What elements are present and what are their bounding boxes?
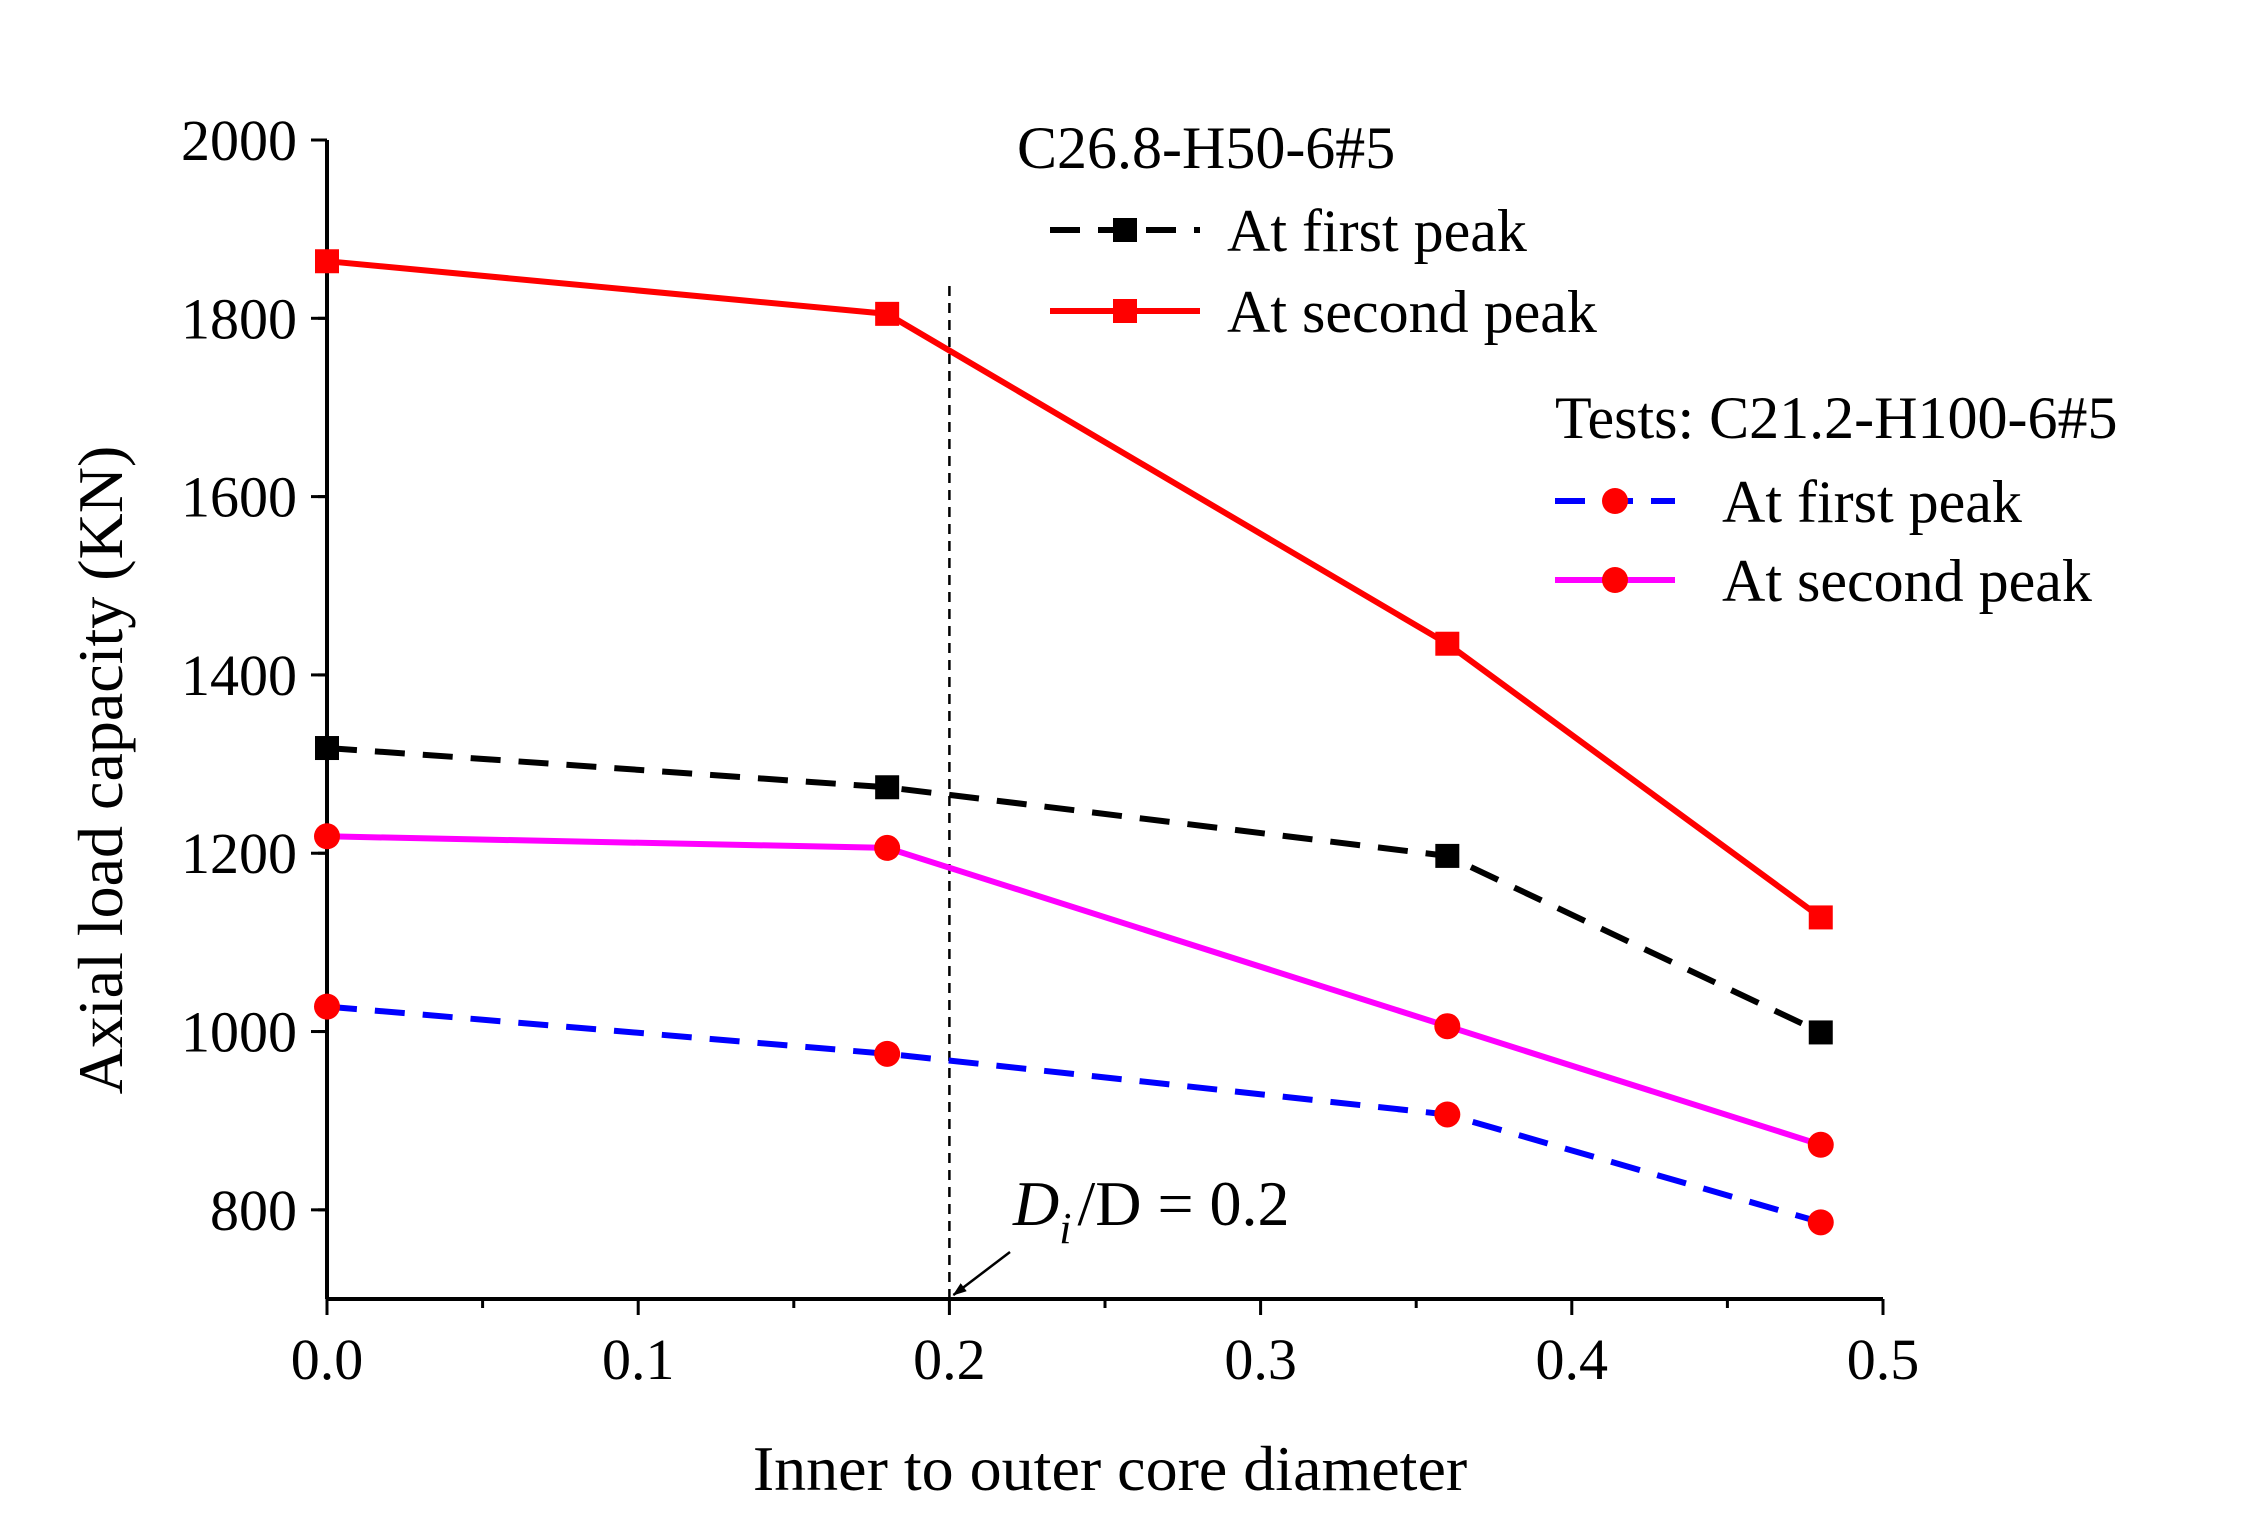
y-tick-label: 2000 <box>181 108 297 173</box>
legend-label: At second peak <box>1227 279 1597 345</box>
legend-title: C26.8-H50-6#5 <box>1017 115 1395 181</box>
data-point <box>1807 1209 1834 1236</box>
legend: C26.8-H50-6#5 At first peak At second peak… <box>1017 115 2117 614</box>
series-group <box>314 249 1834 1236</box>
x-axis-label: Inner to outer core diameter <box>753 1433 1467 1504</box>
legend-item: At first peak <box>1050 198 1527 264</box>
series-line <box>326 745 1823 1036</box>
data-point <box>874 1040 901 1067</box>
legend-marker <box>1113 299 1137 323</box>
data-point <box>315 249 339 274</box>
y-tick-label: 1600 <box>181 465 297 530</box>
data-point <box>1807 1131 1834 1158</box>
series-1 <box>315 736 1833 1045</box>
x-tick-label: 0.5 <box>1847 1327 1920 1392</box>
annotation-arrow <box>952 1251 1011 1296</box>
legend-label: At first peak <box>1227 198 1527 264</box>
x-tick-label: 0.2 <box>913 1327 986 1392</box>
y-tick-label: 800 <box>210 1178 297 1243</box>
data-point <box>875 301 900 326</box>
data-point <box>1808 1020 1833 1045</box>
legend-item: At first peak <box>1555 469 2022 535</box>
y-tick-label: 1400 <box>181 643 297 708</box>
legend-group-2: Tests: C21.2-H100-6#5 At first peak At sec… <box>1555 385 2117 614</box>
series-line <box>326 833 1822 1148</box>
y-tick-label: 1200 <box>181 821 297 886</box>
legend-marker <box>1602 488 1628 514</box>
y-axis-label: Axial load capacity (KN) <box>65 446 136 1095</box>
legend-marker <box>1113 218 1137 242</box>
data-point <box>315 736 339 761</box>
data-point <box>875 775 900 800</box>
legend-label: At second peak <box>1722 548 2092 614</box>
data-point <box>874 834 901 861</box>
series-3 <box>314 993 1834 1236</box>
x-tick-label: 0.3 <box>1224 1327 1297 1392</box>
series-4 <box>314 823 1834 1158</box>
legend-label: At first peak <box>1722 469 2022 535</box>
reference-line-group: Di/D = 0.2 <box>948 284 1290 1299</box>
series-line <box>326 258 1823 920</box>
data-point <box>314 993 340 1020</box>
x-tick-label: 0.4 <box>1536 1327 1609 1392</box>
y-tick-label: 1800 <box>181 286 297 351</box>
data-point <box>1434 1013 1461 1040</box>
y-tick-label: 1000 <box>181 1000 297 1065</box>
x-tick-label: 0.0 <box>291 1327 364 1392</box>
legend-title: Tests: C21.2-H100-6#5 <box>1555 385 2117 451</box>
data-point <box>1435 843 1460 868</box>
legend-item: At second peak <box>1555 548 2092 614</box>
series-line <box>326 1003 1822 1226</box>
annotation-label: Di/D = 0.2 <box>1012 1168 1290 1253</box>
x-tick-label: 0.1 <box>602 1327 675 1392</box>
series-2 <box>315 249 1833 930</box>
data-point <box>1808 905 1833 930</box>
data-point <box>1435 631 1460 656</box>
legend-marker <box>1602 567 1628 593</box>
legend-group-1: C26.8-H50-6#5 At first peak At second peak <box>1017 115 1597 345</box>
data-point <box>1434 1101 1461 1128</box>
axes: 0.0 0.1 0.2 0.3 0.4 0.5 800 1000 1200 1400 1600 180… <box>181 108 1919 1392</box>
legend-item: At second peak <box>1050 279 1597 345</box>
data-point <box>314 823 340 850</box>
